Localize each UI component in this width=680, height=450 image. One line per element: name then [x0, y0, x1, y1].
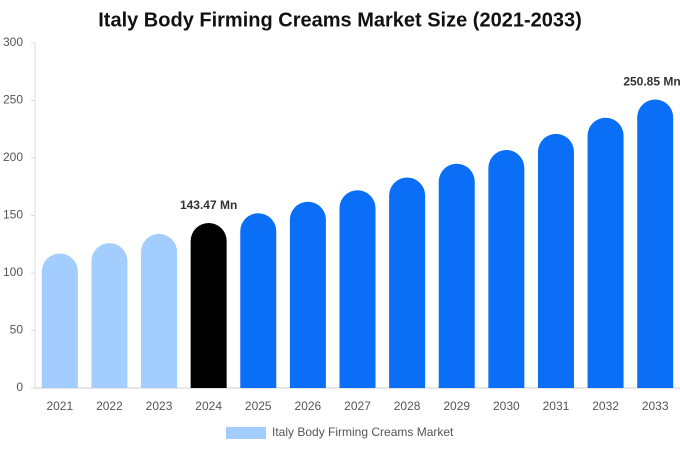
y-tick-label: 200 [3, 150, 23, 164]
x-tick-label: 2025 [245, 399, 272, 413]
x-tick-label: 2026 [295, 399, 322, 413]
y-tick-label: 0 [16, 380, 23, 394]
bar [240, 213, 277, 388]
bar [141, 233, 178, 388]
chart-title: Italy Body Firming Creams Market Size (2… [98, 9, 582, 31]
bar [190, 223, 227, 388]
legend-label: Italy Body Firming Creams Market [272, 425, 454, 439]
value-label: 143.47 Mn [180, 198, 237, 212]
bar [91, 243, 128, 388]
x-tick-label: 2023 [146, 399, 173, 413]
x-tick-label: 2033 [642, 399, 669, 413]
x-tick-label: 2030 [493, 399, 520, 413]
x-tick-label: 2028 [394, 399, 421, 413]
y-tick-label: 300 [3, 35, 23, 49]
y-tick-label: 50 [10, 323, 24, 337]
bar [587, 117, 624, 388]
legend-swatch [226, 427, 266, 439]
y-tick-label: 150 [3, 208, 23, 222]
value-label: 250.85 Mn [623, 75, 680, 89]
y-tick-label: 100 [3, 265, 23, 279]
bar [289, 201, 326, 388]
bar [339, 190, 376, 388]
x-tick-label: 2022 [96, 399, 123, 413]
x-tick-label: 2027 [344, 399, 371, 413]
bar [41, 253, 78, 388]
x-tick-label: 2031 [543, 399, 570, 413]
bar [488, 149, 525, 388]
y-tick-label: 250 [3, 93, 23, 107]
bar [537, 133, 574, 388]
bar [438, 163, 475, 388]
bar [389, 177, 426, 388]
bar [637, 99, 674, 388]
x-tick-label: 2032 [592, 399, 619, 413]
x-tick-label: 2024 [195, 399, 222, 413]
x-tick-label: 2021 [46, 399, 73, 413]
x-tick-label: 2029 [443, 399, 470, 413]
